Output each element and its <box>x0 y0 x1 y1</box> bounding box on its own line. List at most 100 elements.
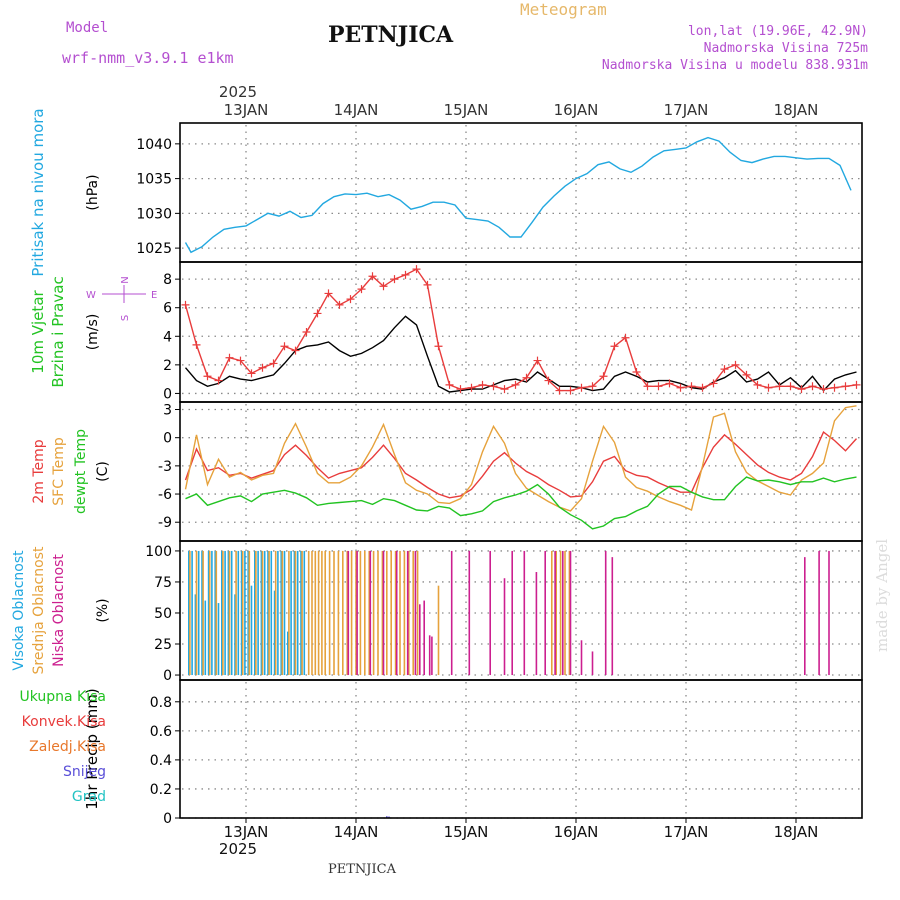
series-line-udar <box>184 268 857 392</box>
gust-marker <box>852 380 861 389</box>
gust-marker <box>445 380 454 389</box>
axis-title-wind: Brzina i Pravac <box>49 276 67 387</box>
y-tick-label: 0 <box>163 668 172 684</box>
compass-west: W <box>86 290 96 301</box>
precip-legend-label: Konvek.Kisa <box>22 714 106 730</box>
gust-marker <box>610 342 619 351</box>
gust-marker <box>566 386 575 395</box>
watermark: made by Angel <box>873 539 891 652</box>
model-elevation-readout: Nadmorska Visina u modelu 838.931m <box>601 58 868 73</box>
date-label-top: 15JAN <box>444 101 489 119</box>
y-tick-label: -3 <box>158 459 172 475</box>
series-line-sfc-temp <box>184 405 857 512</box>
elevation-readout: Nadmorska Visina 725m <box>703 41 868 56</box>
gust-marker <box>775 382 784 391</box>
y-tick-label: -9 <box>158 515 172 531</box>
gust-marker <box>214 376 223 385</box>
y-tick-label: 0.4 <box>150 753 172 769</box>
y-tick-label: 0.8 <box>150 695 172 711</box>
gust-marker <box>236 356 245 365</box>
gust-marker <box>819 385 828 394</box>
gust-marker <box>698 383 707 392</box>
axis-title-wind: 10m Vjetar <box>29 289 47 373</box>
axis-unit-wind: (m/s) <box>85 314 101 351</box>
gust-marker <box>654 382 663 391</box>
axis-title-clouds: Visoka Oblacnost <box>11 550 27 671</box>
gust-marker <box>247 369 256 378</box>
series-line-dewpt-temp <box>185 476 857 530</box>
date-label-bottom: 13JAN <box>224 823 269 841</box>
gust-marker <box>621 333 630 342</box>
y-tick-label: 1040 <box>136 137 172 153</box>
top-year-label: 2025 <box>219 83 257 101</box>
gust-marker <box>346 295 355 304</box>
lonlat-readout: lon,lat (19.96E, 42.9N) <box>687 24 868 39</box>
gust-marker <box>390 275 399 284</box>
station-title: PETNJICA <box>328 22 454 48</box>
axis-unit-clouds: (%) <box>95 598 111 622</box>
gust-marker <box>632 368 641 376</box>
gust-marker <box>335 300 344 309</box>
date-label-top: 13JAN <box>224 101 269 119</box>
y-tick-label: 75 <box>154 575 172 591</box>
axis-title-temperature: 2m Temp <box>31 439 47 503</box>
gust-marker <box>753 380 762 389</box>
y-tick-label: 2 <box>163 358 172 374</box>
gust-marker <box>731 360 740 369</box>
y-tick-label: 0 <box>163 431 172 447</box>
compass-north: N <box>120 276 131 283</box>
gust-marker <box>797 385 806 394</box>
gust-marker <box>742 370 751 379</box>
date-label-bottom: 16JAN <box>554 823 599 841</box>
gust-marker <box>203 372 212 381</box>
date-label-bottom: 15JAN <box>444 823 489 841</box>
axis-title-precip: 1hr Precip (mm) <box>83 688 101 809</box>
gust-marker <box>423 280 432 289</box>
gust-marker <box>401 270 410 279</box>
y-tick-label: 1030 <box>136 206 172 222</box>
y-tick-label: 1035 <box>136 172 172 188</box>
gust-marker <box>676 383 685 392</box>
precip-legend-label: Zaledj.Kisa <box>29 739 106 755</box>
series-line-2m-temp <box>184 431 858 499</box>
gust-marker <box>577 383 586 392</box>
gust-marker <box>258 363 267 372</box>
y-tick-label: 50 <box>154 606 172 622</box>
footer-station: PETNJICA <box>328 862 396 877</box>
gust-marker <box>456 385 465 394</box>
axis-unit-pressure: (hPa) <box>85 174 101 210</box>
panel-frame-temperature <box>179 401 863 542</box>
gust-marker <box>192 340 201 349</box>
compass-cross <box>102 285 146 303</box>
precip-legend-label: Grad <box>72 789 106 805</box>
gust-marker <box>808 382 817 391</box>
gust-marker <box>412 265 421 274</box>
y-tick-label: 25 <box>154 637 172 653</box>
gust-marker <box>786 382 795 391</box>
gust-marker <box>280 342 289 351</box>
model-label: Model <box>66 20 109 36</box>
gust-marker <box>500 385 509 394</box>
gust-marker <box>841 382 850 391</box>
gust-marker <box>302 328 311 336</box>
axis-title-temperature: SFC Temp <box>51 437 67 506</box>
y-tick-label: 3 <box>163 403 172 419</box>
gust-marker <box>489 382 498 391</box>
panel-frame-precip <box>179 679 863 819</box>
compass-east: E <box>151 290 157 301</box>
y-tick-label: 6 <box>163 301 172 317</box>
date-label-top: 16JAN <box>554 101 599 119</box>
gust-marker <box>830 383 839 392</box>
date-label-bottom: 18JAN <box>774 823 819 841</box>
gust-marker <box>511 380 520 389</box>
date-label-top: 14JAN <box>334 101 379 119</box>
bottom-year-label: 2025 <box>219 840 257 858</box>
date-label-top: 17JAN <box>664 101 709 119</box>
y-tick-label: 4 <box>163 329 172 345</box>
date-label-bottom: 17JAN <box>664 823 709 841</box>
gust-marker <box>544 376 553 385</box>
gust-marker <box>643 382 652 391</box>
gust-marker <box>324 289 333 298</box>
y-tick-label: 0.2 <box>150 782 172 798</box>
